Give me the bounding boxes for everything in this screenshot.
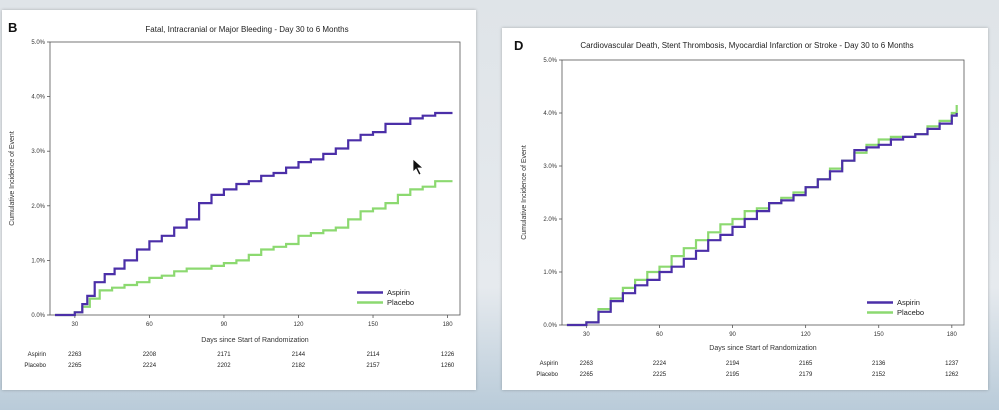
x-tick-label: 150 xyxy=(368,322,379,328)
risk-value: 2195 xyxy=(726,372,740,378)
risk-value: 2114 xyxy=(367,352,381,358)
legend-label-placebo: Placebo xyxy=(897,308,924,317)
panel-d: D Cardiovascular Death, Stent Thrombosis,… xyxy=(502,28,988,390)
risk-value: 1262 xyxy=(945,372,959,378)
x-tick-label: 90 xyxy=(221,322,228,328)
risk-value: 2136 xyxy=(872,361,886,367)
chart-title-b: Fatal, Intracranial or Major Bleeding - … xyxy=(145,25,348,34)
series-line-placebo xyxy=(566,105,958,327)
risk-value: 2157 xyxy=(366,363,380,369)
y-tick-label: 5.0% xyxy=(31,40,45,46)
y-tick-label: 4.0% xyxy=(31,95,45,101)
risk-value: 1260 xyxy=(441,363,455,369)
panel-b: B Fatal, Intracranial or Major Bleeding -… xyxy=(2,10,476,390)
series-line-placebo xyxy=(55,180,453,317)
risk-value: 1226 xyxy=(441,352,455,358)
y-tick-label: 2.0% xyxy=(543,217,557,223)
x-tick-label: 60 xyxy=(146,322,153,328)
risk-row-label-aspirin: Aspirin xyxy=(540,361,558,367)
plot-frame-d xyxy=(561,59,965,326)
risk-row-label-aspirin: Aspirin xyxy=(28,352,46,358)
x-tick-label: 180 xyxy=(443,322,454,328)
risk-value: 2225 xyxy=(653,372,667,378)
y-tick-label: 3.0% xyxy=(31,149,45,155)
x-axis-label-d: Days since Start of Randomization xyxy=(709,345,816,352)
risk-value: 2208 xyxy=(143,352,157,358)
y-tick-label: 1.0% xyxy=(543,270,557,276)
mouse-cursor-icon xyxy=(412,158,424,176)
y-tick-label: 1.0% xyxy=(31,258,45,264)
x-tick-label: 30 xyxy=(583,332,590,338)
x-tick-label: 60 xyxy=(656,332,663,338)
risk-value: 2263 xyxy=(580,361,594,367)
panel-letter-d: D xyxy=(514,38,523,53)
y-tick-label: 3.0% xyxy=(543,164,557,170)
risk-value: 2224 xyxy=(143,363,157,369)
chart-d-svg: D Cardiovascular Death, Stent Thrombosis,… xyxy=(514,38,965,378)
x-tick-label: 30 xyxy=(72,322,79,328)
risk-value: 2165 xyxy=(799,361,813,367)
panel-letter-b: B xyxy=(8,20,17,35)
risk-row-label-placebo: Placebo xyxy=(24,363,46,369)
x-tick-label: 150 xyxy=(874,332,885,338)
risk-row-label-placebo: Placebo xyxy=(536,372,558,378)
risk-value: 2224 xyxy=(653,361,667,367)
legend-label-aspirin: Aspirin xyxy=(387,288,410,297)
y-tick-label: 4.0% xyxy=(543,111,557,117)
risk-value: 2144 xyxy=(292,352,306,358)
legend-label-aspirin: Aspirin xyxy=(897,298,920,307)
y-axis-label-b: Cumulative Incidence of Event xyxy=(9,131,16,226)
risk-value: 2179 xyxy=(799,372,813,378)
x-tick-label: 120 xyxy=(801,332,812,338)
y-axis-label-d: Cumulative Incidence of Event xyxy=(521,145,528,240)
risk-value: 2171 xyxy=(217,352,231,358)
x-tick-label: 90 xyxy=(729,332,736,338)
risk-value: 2202 xyxy=(217,363,231,369)
y-tick-label: 0.0% xyxy=(31,313,45,319)
x-axis-label-b: Days since Start of Randomization xyxy=(201,337,308,344)
risk-value: 2265 xyxy=(68,363,82,369)
risk-value: 2182 xyxy=(292,363,306,369)
y-tick-label: 0.0% xyxy=(543,323,557,329)
legend-label-placebo: Placebo xyxy=(387,298,414,307)
plot-frame-b xyxy=(49,41,461,316)
series-line-aspirin xyxy=(55,111,453,317)
risk-value: 2265 xyxy=(580,372,594,378)
y-tick-label: 2.0% xyxy=(31,204,45,210)
risk-value: 2152 xyxy=(872,372,886,378)
chart-b-svg: B Fatal, Intracranial or Major Bleeding -… xyxy=(8,20,461,369)
x-tick-label: 120 xyxy=(293,322,304,328)
y-tick-label: 5.0% xyxy=(543,58,557,64)
risk-value: 2194 xyxy=(726,361,740,367)
chart-title-d: Cardiovascular Death, Stent Thrombosis, … xyxy=(580,41,913,50)
risk-value: 1237 xyxy=(945,361,959,367)
risk-value: 2263 xyxy=(68,352,82,358)
series-line-aspirin xyxy=(566,113,958,327)
x-tick-label: 180 xyxy=(947,332,958,338)
